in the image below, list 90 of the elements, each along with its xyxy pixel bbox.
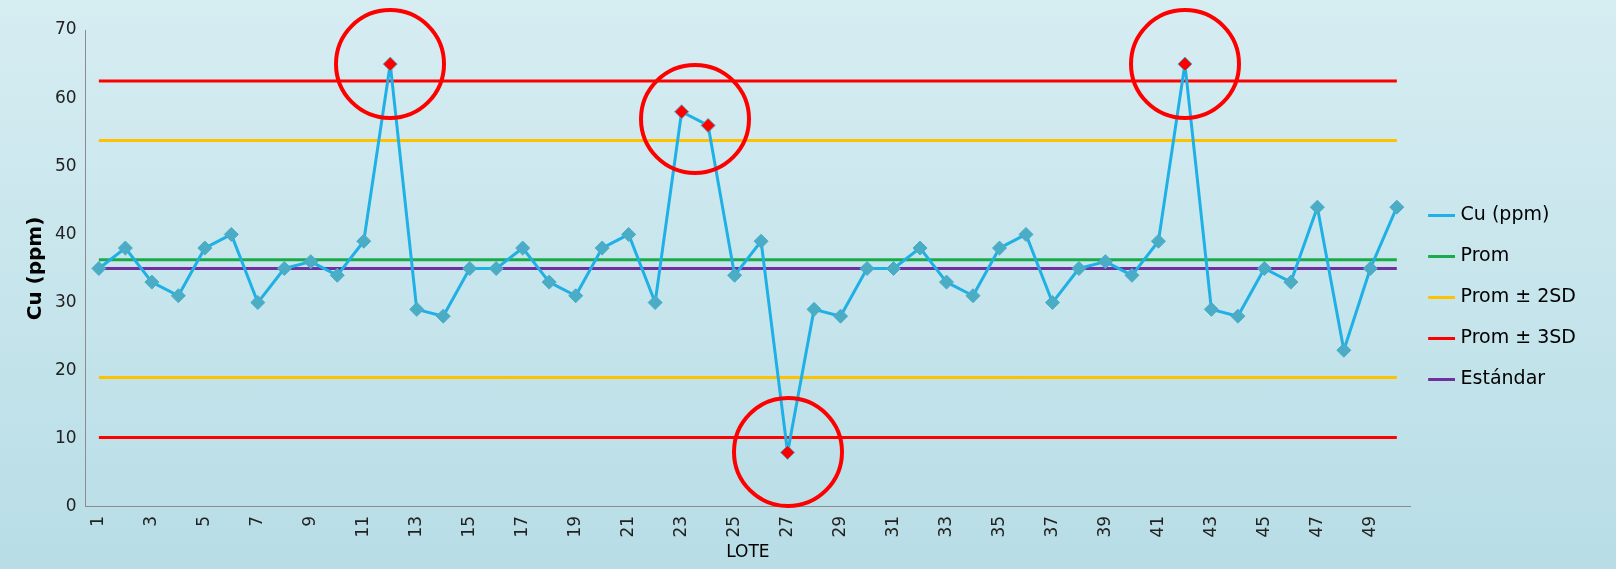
point xyxy=(621,226,637,242)
point xyxy=(594,240,610,256)
point xyxy=(276,260,292,276)
x-tick-label: 29 xyxy=(828,515,849,538)
point xyxy=(727,267,743,283)
point xyxy=(912,240,928,256)
x-tick-label: 3 xyxy=(140,515,161,527)
point xyxy=(303,254,319,270)
point xyxy=(382,56,398,72)
point xyxy=(462,260,478,276)
point xyxy=(117,240,133,256)
point xyxy=(965,288,981,304)
point xyxy=(833,308,849,324)
x-tick-label: 13 xyxy=(405,515,426,538)
point xyxy=(488,260,504,276)
x-tick-label: 43 xyxy=(1199,515,1220,538)
point xyxy=(1362,260,1378,276)
point xyxy=(1309,199,1325,215)
point xyxy=(859,260,875,276)
x-tick-label: 33 xyxy=(934,515,955,538)
point xyxy=(780,444,796,460)
point xyxy=(1230,308,1246,324)
y-tick-label: 10 xyxy=(54,427,77,448)
x-tick-label: 5 xyxy=(193,515,214,527)
x-tick-label: 19 xyxy=(564,515,585,538)
point xyxy=(356,233,372,249)
point xyxy=(1044,295,1060,311)
x-tick-label: 9 xyxy=(299,515,320,527)
point xyxy=(1150,233,1166,249)
point xyxy=(144,274,160,290)
point xyxy=(435,308,451,324)
point xyxy=(1097,254,1113,270)
point xyxy=(1256,260,1272,276)
point xyxy=(515,240,531,256)
point xyxy=(700,117,716,133)
x-tick-label: 7 xyxy=(246,515,267,527)
x-tick-label: 11 xyxy=(352,515,373,538)
legend-label: Prom ± 2SD xyxy=(1460,284,1577,307)
point xyxy=(1283,274,1299,290)
x-tick-label: 15 xyxy=(458,515,479,538)
point xyxy=(91,260,107,276)
x-tick-label: 41 xyxy=(1146,515,1167,538)
y-tick-label: 70 xyxy=(54,18,77,39)
point xyxy=(1203,301,1219,317)
point xyxy=(1336,342,1352,358)
point xyxy=(886,260,902,276)
point xyxy=(753,233,769,249)
point xyxy=(568,288,584,304)
x-tick-label: 47 xyxy=(1305,515,1326,538)
point xyxy=(1177,56,1193,72)
legend-label: Prom ± 3SD xyxy=(1460,325,1577,348)
y-axis-title: Cu (ppm) xyxy=(22,216,47,321)
point xyxy=(409,301,425,317)
point xyxy=(674,104,690,120)
point xyxy=(1124,267,1140,283)
y-tick-label: 0 xyxy=(65,495,77,516)
x-tick-label: 27 xyxy=(776,515,797,538)
y-tick-label: 60 xyxy=(54,86,77,107)
x-tick-label: 1 xyxy=(87,515,108,527)
point xyxy=(647,295,663,311)
point xyxy=(1389,199,1405,215)
point xyxy=(329,267,345,283)
legend-label: Estándar xyxy=(1460,366,1546,389)
point xyxy=(223,226,239,242)
x-tick-label: 45 xyxy=(1252,515,1273,538)
point xyxy=(992,240,1007,256)
point xyxy=(541,274,557,290)
point xyxy=(1071,260,1087,276)
x-tick-label: 23 xyxy=(670,515,691,538)
legend-label: Cu (ppm) xyxy=(1460,202,1550,225)
y-tick-label: 30 xyxy=(54,290,77,311)
point xyxy=(170,288,186,304)
x-tick-label: 31 xyxy=(881,515,902,538)
y-tick-label: 20 xyxy=(54,359,77,380)
point xyxy=(939,274,955,290)
legend-label: Prom xyxy=(1460,243,1510,266)
x-tick-label: 21 xyxy=(617,515,638,538)
point xyxy=(197,240,213,256)
y-tick-label: 50 xyxy=(54,154,77,175)
y-tick-label: 40 xyxy=(54,222,77,243)
point xyxy=(250,295,266,311)
x-tick-label: 35 xyxy=(987,515,1008,538)
x-tick-label: 49 xyxy=(1358,515,1379,538)
point xyxy=(806,301,822,317)
x-tick-label: 37 xyxy=(1040,515,1061,538)
x-axis-title: LOTE xyxy=(726,541,770,562)
x-tick-label: 39 xyxy=(1093,515,1114,538)
x-tick-label: 17 xyxy=(511,515,532,538)
x-tick-label: 25 xyxy=(723,515,744,538)
point xyxy=(1018,226,1034,242)
